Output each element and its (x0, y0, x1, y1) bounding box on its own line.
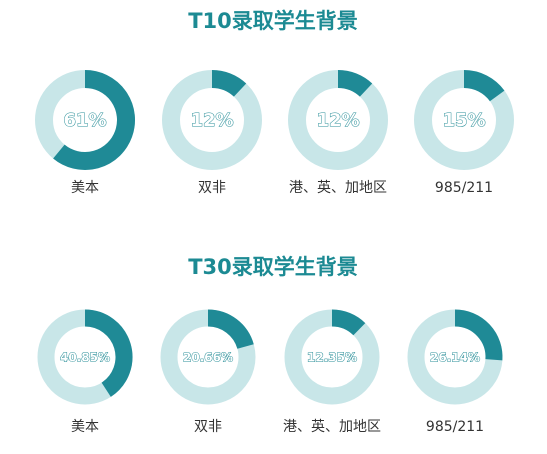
category-label: 港、英、加地区 (283, 418, 381, 435)
donut-arc (53, 70, 135, 170)
chart-title: T30录取学生背景 (188, 255, 358, 279)
category-label: 港、英、加地区 (289, 179, 387, 196)
donut-arc (463, 70, 505, 102)
category-label: 985/211 (426, 419, 484, 435)
category-label: 美本 (71, 180, 99, 196)
donut-arc (454, 309, 503, 361)
value-label: 12% (316, 110, 359, 131)
category-label: 美本 (71, 419, 99, 435)
category-label: 985/211 (435, 180, 493, 196)
value-label: 12% (190, 110, 233, 131)
donut-arc (337, 70, 373, 98)
value-label: 40.85% (60, 351, 110, 365)
category-label: 双非 (194, 419, 222, 435)
value-label: 15% (442, 110, 485, 131)
category-label: 双非 (198, 180, 226, 196)
chart-title: T10录取学生背景 (188, 9, 358, 33)
donut-arc (84, 309, 133, 397)
value-label: 20.66% (183, 351, 233, 365)
donut-arc (207, 309, 254, 350)
value-label: 26.14% (430, 351, 480, 365)
value-label: 61% (63, 110, 106, 131)
donut-arc (331, 309, 366, 336)
donut-arc (211, 70, 247, 98)
value-label: 12.35% (307, 351, 357, 365)
